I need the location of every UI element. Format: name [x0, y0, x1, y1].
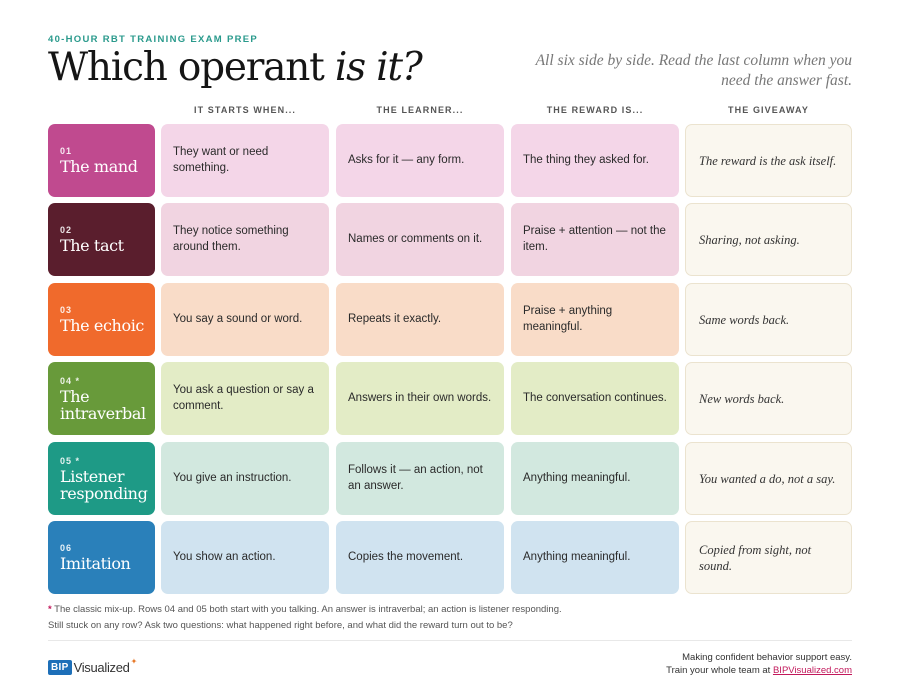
footer-cta: Train your whole team at BIPVisualized.c…: [666, 665, 852, 676]
logo-mark: BIP: [48, 660, 72, 675]
operant-label: 02 The tact: [48, 203, 155, 276]
operant-name: Imitation: [60, 554, 131, 573]
logo-wordmark: Visualized: [73, 660, 130, 675]
sparkle-icon: ✦: [130, 657, 138, 666]
reward-text: Praise + anything meaningful.: [523, 305, 613, 333]
reward-cell: Praise + anything meaningful.: [511, 283, 679, 356]
reward-cell: The conversation continues.: [511, 362, 679, 435]
footer-divider: [48, 640, 852, 641]
starts-cell: You ask a question or say a comment.: [161, 362, 329, 435]
starts-text: They want or need something.: [173, 146, 269, 174]
operant-label: 06 Imitation: [48, 521, 155, 594]
operant-name: The intraverbal: [60, 386, 146, 423]
starts-text: You give an instruction.: [173, 471, 292, 484]
title-main: Which operant: [48, 45, 335, 90]
footnote-mixup-text: The classic mix-up. Rows 04 and 05 both …: [51, 604, 562, 615]
operant-name: The tact: [60, 236, 124, 255]
operant-label: 05 * Listener responding: [48, 442, 155, 515]
title-emphasis: is it?: [334, 45, 423, 90]
giveaway-cell: The reward is the ask itself.: [685, 124, 852, 197]
learner-text: Names or comments on it.: [348, 232, 483, 245]
row-number: 01: [60, 146, 73, 156]
footnote-star: *: [48, 604, 52, 615]
reward-cell: Anything meaningful.: [511, 442, 679, 515]
learner-cell: Asks for it — any form.: [336, 124, 504, 197]
learner-text: Follows it — an action, not an answer.: [348, 464, 483, 492]
footnote-mixup: * The classic mix-up. Rows 04 and 05 bot…: [48, 604, 562, 615]
starts-cell: They notice something around them.: [161, 203, 329, 276]
giveaway-cell: New words back.: [685, 362, 852, 435]
reward-cell: The thing they asked for.: [511, 124, 679, 197]
website-link[interactable]: BIPVisualized.com: [772, 665, 852, 676]
footnote-stuck: Still stuck on any row? Ask two question…: [48, 620, 513, 631]
starts-cell: They want or need something.: [161, 124, 329, 197]
learner-text: Answers in their own words.: [348, 391, 492, 404]
reward-text: Anything meaningful.: [523, 471, 631, 484]
giveaway-cell: You wanted a do, not a say.: [685, 442, 852, 515]
row-number: 02: [60, 225, 73, 235]
eyebrow-label: 40-HOUR RBT TRAINING EXAM PREP: [48, 34, 259, 45]
starts-text: They notice something around them.: [173, 225, 289, 253]
learner-cell: Copies the movement.: [336, 521, 504, 594]
row-number: 04 *: [60, 375, 81, 386]
row-number: 05 *: [60, 455, 81, 466]
reward-text: Anything meaningful.: [523, 550, 631, 563]
reward-text: The conversation continues.: [523, 391, 667, 404]
operant-name: The mand: [60, 157, 138, 176]
column-header-giveaway: THE GIVEAWAY: [728, 105, 809, 115]
column-header-starts: IT STARTS WHEN...: [193, 105, 297, 115]
starts-text: You say a sound or word.: [173, 312, 303, 325]
footer-cta-text: Train your whole team at: [666, 665, 773, 676]
starts-cell: You give an instruction.: [161, 442, 329, 515]
giveaway-text: Copied from sight, not sound.: [699, 542, 812, 573]
column-header-reward: THE REWARD IS...: [546, 105, 644, 115]
reward-cell: Anything meaningful.: [511, 521, 679, 594]
operant-label: 04 * The intraverbal: [48, 362, 155, 435]
giveaway-cell: Sharing, not asking.: [685, 203, 852, 276]
operant-label: 03 The echoic: [48, 283, 155, 356]
brand-logo: BIP Visualized ✦: [48, 657, 138, 675]
giveaway-text: New words back.: [699, 391, 785, 406]
starts-cell: You say a sound or word.: [161, 283, 329, 356]
learner-cell: Names or comments on it.: [336, 203, 504, 276]
row-number: 03: [60, 305, 73, 315]
starts-text: You ask a question or say a comment.: [173, 384, 314, 412]
giveaway-text: Same words back.: [699, 312, 790, 327]
page-title: Which operant is it?: [48, 45, 423, 90]
giveaway-cell: Copied from sight, not sound.: [685, 521, 852, 594]
learner-text: Repeats it exactly.: [348, 312, 442, 325]
row-number: 06: [60, 543, 73, 553]
reward-text: Praise + attention — not the item.: [523, 225, 666, 253]
operant-label: 01 The mand: [48, 124, 155, 197]
starts-text: You show an action.: [173, 550, 276, 563]
giveaway-text: You wanted a do, not a say.: [699, 471, 836, 486]
learner-text: Asks for it — any form.: [348, 153, 465, 166]
giveaway-text: The reward is the ask itself.: [699, 153, 837, 168]
learner-cell: Answers in their own words.: [336, 362, 504, 435]
footer-tagline: Making confident behavior support easy.: [682, 652, 852, 663]
learner-cell: Follows it — an action, not an answer.: [336, 442, 504, 515]
operant-name: Listener responding: [60, 466, 148, 503]
reward-cell: Praise + attention — not the item.: [511, 203, 679, 276]
giveaway-cell: Same words back.: [685, 283, 852, 356]
learner-cell: Repeats it exactly.: [336, 283, 504, 356]
operant-name: The echoic: [60, 316, 144, 335]
learner-text: Copies the movement.: [348, 550, 464, 563]
intro-text: All six side by side. Read the last colu…: [535, 52, 852, 89]
giveaway-text: Sharing, not asking.: [699, 232, 800, 247]
reward-text: The thing they asked for.: [523, 153, 649, 166]
column-header-learner: THE LEARNER...: [376, 105, 464, 115]
starts-cell: You show an action.: [161, 521, 329, 594]
